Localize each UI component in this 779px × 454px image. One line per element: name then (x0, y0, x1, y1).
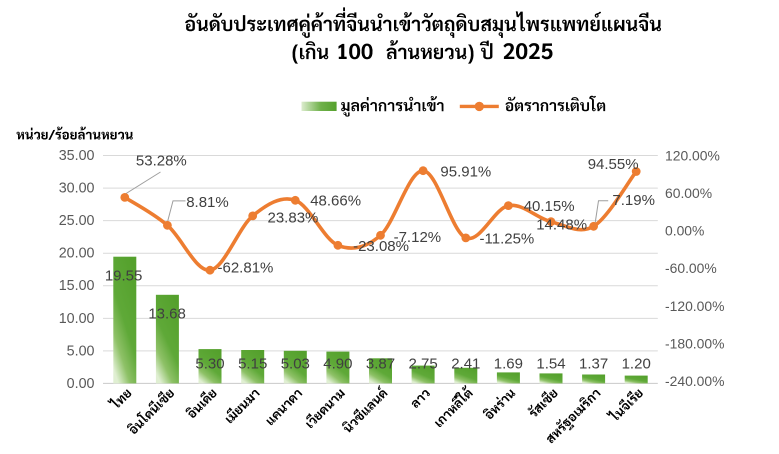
svg-text:5.03: 5.03 (281, 356, 310, 373)
svg-text:-11.25%: -11.25% (480, 230, 535, 247)
svg-text:5.30: 5.30 (195, 356, 224, 373)
svg-text:8.81%: 8.81% (186, 194, 229, 211)
svg-text:3.87: 3.87 (366, 356, 395, 373)
svg-text:-7.12%: -7.12% (394, 229, 442, 246)
svg-text:95.91%: 95.91% (440, 164, 491, 181)
svg-text:-62.81%: -62.81% (218, 259, 274, 276)
svg-text:10.00: 10.00 (59, 311, 95, 327)
svg-text:23.83%: 23.83% (268, 210, 319, 227)
svg-text:1.20: 1.20 (622, 356, 651, 373)
svg-text:-240.00%: -240.00% (665, 373, 724, 389)
svg-text:-60.00%: -60.00% (665, 260, 717, 276)
svg-text:1.54: 1.54 (536, 356, 565, 373)
svg-text:14.48%: 14.48% (536, 217, 587, 234)
svg-text:30.00: 30.00 (59, 181, 95, 197)
svg-text:2.41: 2.41 (451, 356, 480, 373)
svg-text:5.00: 5.00 (67, 343, 95, 359)
svg-text:1.37: 1.37 (579, 356, 608, 373)
svg-text:60.00%: 60.00% (665, 185, 712, 201)
svg-text:25.00: 25.00 (59, 213, 95, 229)
svg-text:15.00: 15.00 (59, 278, 95, 294)
svg-text:19.55: 19.55 (105, 268, 143, 285)
svg-text:-23.08%: -23.08% (353, 238, 409, 255)
svg-text:120.00%: 120.00% (665, 147, 720, 163)
svg-text:94.55%: 94.55% (588, 156, 639, 173)
svg-text:40.15%: 40.15% (524, 198, 575, 215)
svg-text:7.19%: 7.19% (612, 192, 655, 209)
svg-text:13.68: 13.68 (148, 306, 186, 323)
svg-text:48.66%: 48.66% (310, 193, 361, 210)
svg-text:35.00: 35.00 (59, 148, 95, 164)
svg-text:1.69: 1.69 (494, 356, 523, 373)
svg-text:2.75: 2.75 (408, 356, 437, 373)
svg-text:4.90: 4.90 (323, 356, 352, 373)
svg-text:20.00: 20.00 (59, 246, 95, 262)
svg-text:53.28%: 53.28% (136, 153, 187, 170)
svg-text:0.00%: 0.00% (665, 223, 704, 239)
svg-text:5.15: 5.15 (238, 356, 267, 373)
svg-text:-120.00%: -120.00% (665, 298, 724, 314)
svg-text:0.00: 0.00 (67, 376, 95, 392)
svg-text:-180.00%: -180.00% (665, 336, 724, 352)
